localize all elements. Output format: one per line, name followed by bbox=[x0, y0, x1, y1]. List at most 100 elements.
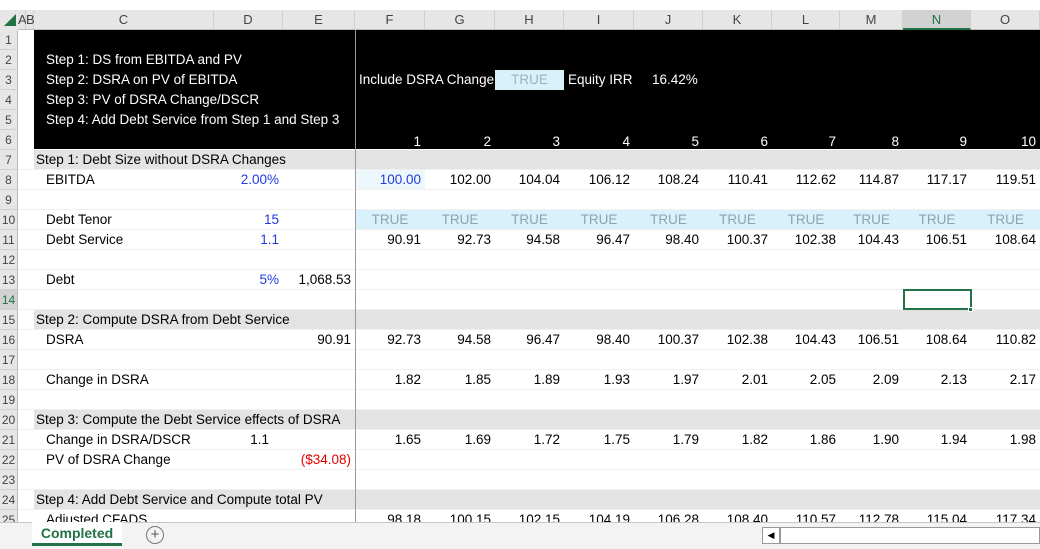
cell: 98.40 bbox=[665, 232, 699, 247]
cell: 1.82 bbox=[394, 372, 421, 387]
row-gridline bbox=[18, 329, 1040, 330]
cell: PV of DSRA Change bbox=[46, 452, 171, 467]
cell: 102.00 bbox=[449, 172, 491, 187]
cell: 3 bbox=[552, 134, 560, 149]
row-gridline bbox=[18, 169, 1040, 170]
cell: 1.97 bbox=[672, 372, 699, 387]
cell: Step 3: Compute the Debt Service effects… bbox=[36, 412, 341, 427]
cell: 1.90 bbox=[872, 432, 899, 447]
cell: TRUE bbox=[787, 212, 825, 227]
cell: 108.64 bbox=[925, 332, 967, 347]
cell: 1.1 bbox=[250, 432, 269, 447]
cell: 110.82 bbox=[995, 332, 1036, 347]
cell: ($34.08) bbox=[300, 452, 351, 467]
column-header: C bbox=[34, 10, 214, 30]
cell: 94.58 bbox=[457, 332, 491, 347]
cell: 104.43 bbox=[857, 232, 899, 247]
cell: TRUE bbox=[511, 72, 548, 87]
cell: 15 bbox=[263, 212, 279, 227]
cell: 7 bbox=[828, 134, 836, 149]
row-gridline bbox=[18, 269, 1040, 270]
row-gridline bbox=[18, 509, 1040, 510]
row-number: 15 bbox=[0, 310, 18, 330]
horizontal-scrollbar[interactable] bbox=[780, 527, 1040, 544]
cell: 100.37 bbox=[657, 332, 699, 347]
row-gridline bbox=[18, 229, 1040, 230]
cell: 1.75 bbox=[603, 432, 630, 447]
cell: 1.72 bbox=[533, 432, 560, 447]
row-number: 4 bbox=[0, 90, 18, 110]
row-number: 14 bbox=[0, 290, 18, 310]
cell: 1.89 bbox=[533, 372, 560, 387]
cell: 102.15 bbox=[518, 512, 560, 522]
cell: 98.18 bbox=[387, 512, 421, 522]
column-header: H bbox=[495, 10, 564, 30]
cell: Step 1: Debt Size without DSRA Changes bbox=[36, 152, 286, 167]
column-header: D bbox=[214, 10, 283, 30]
row-number: 8 bbox=[0, 170, 18, 190]
row-number: 12 bbox=[0, 250, 18, 270]
cell: 1.85 bbox=[464, 372, 491, 387]
row-gridline bbox=[18, 389, 1040, 390]
cell: 112.62 bbox=[795, 172, 836, 187]
cell: 1.94 bbox=[940, 432, 967, 447]
row-number: 9 bbox=[0, 190, 18, 210]
cell: 1 bbox=[413, 134, 421, 149]
add-sheet-button[interactable]: + bbox=[146, 526, 164, 544]
cell: TRUE bbox=[719, 212, 756, 227]
row-number: 22 bbox=[0, 450, 18, 470]
cell: Step 4: Add Debt Service and Compute tot… bbox=[36, 492, 323, 507]
row-gridline bbox=[18, 449, 1040, 450]
cell: 104.43 bbox=[794, 332, 836, 347]
cell: 117.17 bbox=[926, 172, 967, 187]
input-fill bbox=[495, 70, 564, 90]
column-header: M bbox=[840, 10, 903, 30]
input-fill bbox=[355, 170, 425, 190]
cell: TRUE bbox=[511, 212, 548, 227]
row-number: 25 bbox=[0, 510, 18, 522]
cell: Change in DSRA bbox=[46, 372, 149, 387]
cell: Debt bbox=[46, 272, 75, 287]
cell: Adjusted CFADS bbox=[46, 512, 148, 522]
cell: Step 2: Compute DSRA from Debt Service bbox=[36, 312, 290, 327]
row-number: 7 bbox=[0, 150, 18, 170]
cell: 96.47 bbox=[596, 232, 630, 247]
cell: 102.38 bbox=[726, 332, 768, 347]
scroll-left-button[interactable]: ◀ bbox=[762, 527, 780, 544]
row-gridline bbox=[18, 489, 1040, 490]
cell: Step 3: PV of DSRA Change/DSCR bbox=[46, 92, 260, 107]
cell: 5% bbox=[259, 272, 279, 287]
cell: 90.91 bbox=[387, 232, 421, 247]
row-number: 10 bbox=[0, 210, 18, 230]
column-header: N bbox=[903, 10, 971, 30]
corner-triangle bbox=[4, 14, 16, 26]
sheet-tab[interactable]: Completed bbox=[32, 522, 122, 546]
cell: EBITDA bbox=[46, 172, 95, 187]
row-number: 2 bbox=[0, 50, 18, 70]
row-number: 24 bbox=[0, 490, 18, 510]
column-header: G bbox=[425, 10, 495, 30]
cell: 100.15 bbox=[449, 512, 491, 522]
cell: 2.09 bbox=[872, 372, 899, 387]
column-header: L bbox=[772, 10, 840, 30]
sheet-grid: A B C D E F G H I J K L M N O 1 2 Step 1: DS from EBITDA … bbox=[0, 10, 1040, 522]
cell: 1,068.53 bbox=[298, 272, 351, 287]
cell: 9 bbox=[959, 134, 967, 149]
fill-handle bbox=[968, 307, 973, 312]
row-number: 20 bbox=[0, 410, 18, 430]
row-number: 11 bbox=[0, 230, 18, 250]
cell: DSRA bbox=[46, 332, 84, 347]
cell: 1.79 bbox=[672, 432, 699, 447]
row-number: 17 bbox=[0, 350, 18, 370]
cell: 6 bbox=[760, 134, 768, 149]
row-number: 6 bbox=[0, 130, 18, 150]
column-header: E bbox=[283, 10, 355, 30]
column-divider bbox=[355, 30, 356, 522]
cell: 106.51 bbox=[857, 332, 899, 347]
column-header: I bbox=[564, 10, 634, 30]
row-gridline bbox=[18, 429, 1040, 430]
cell: 94.58 bbox=[526, 232, 560, 247]
cell: 2.01 bbox=[741, 372, 768, 387]
row-number: 21 bbox=[0, 430, 18, 450]
